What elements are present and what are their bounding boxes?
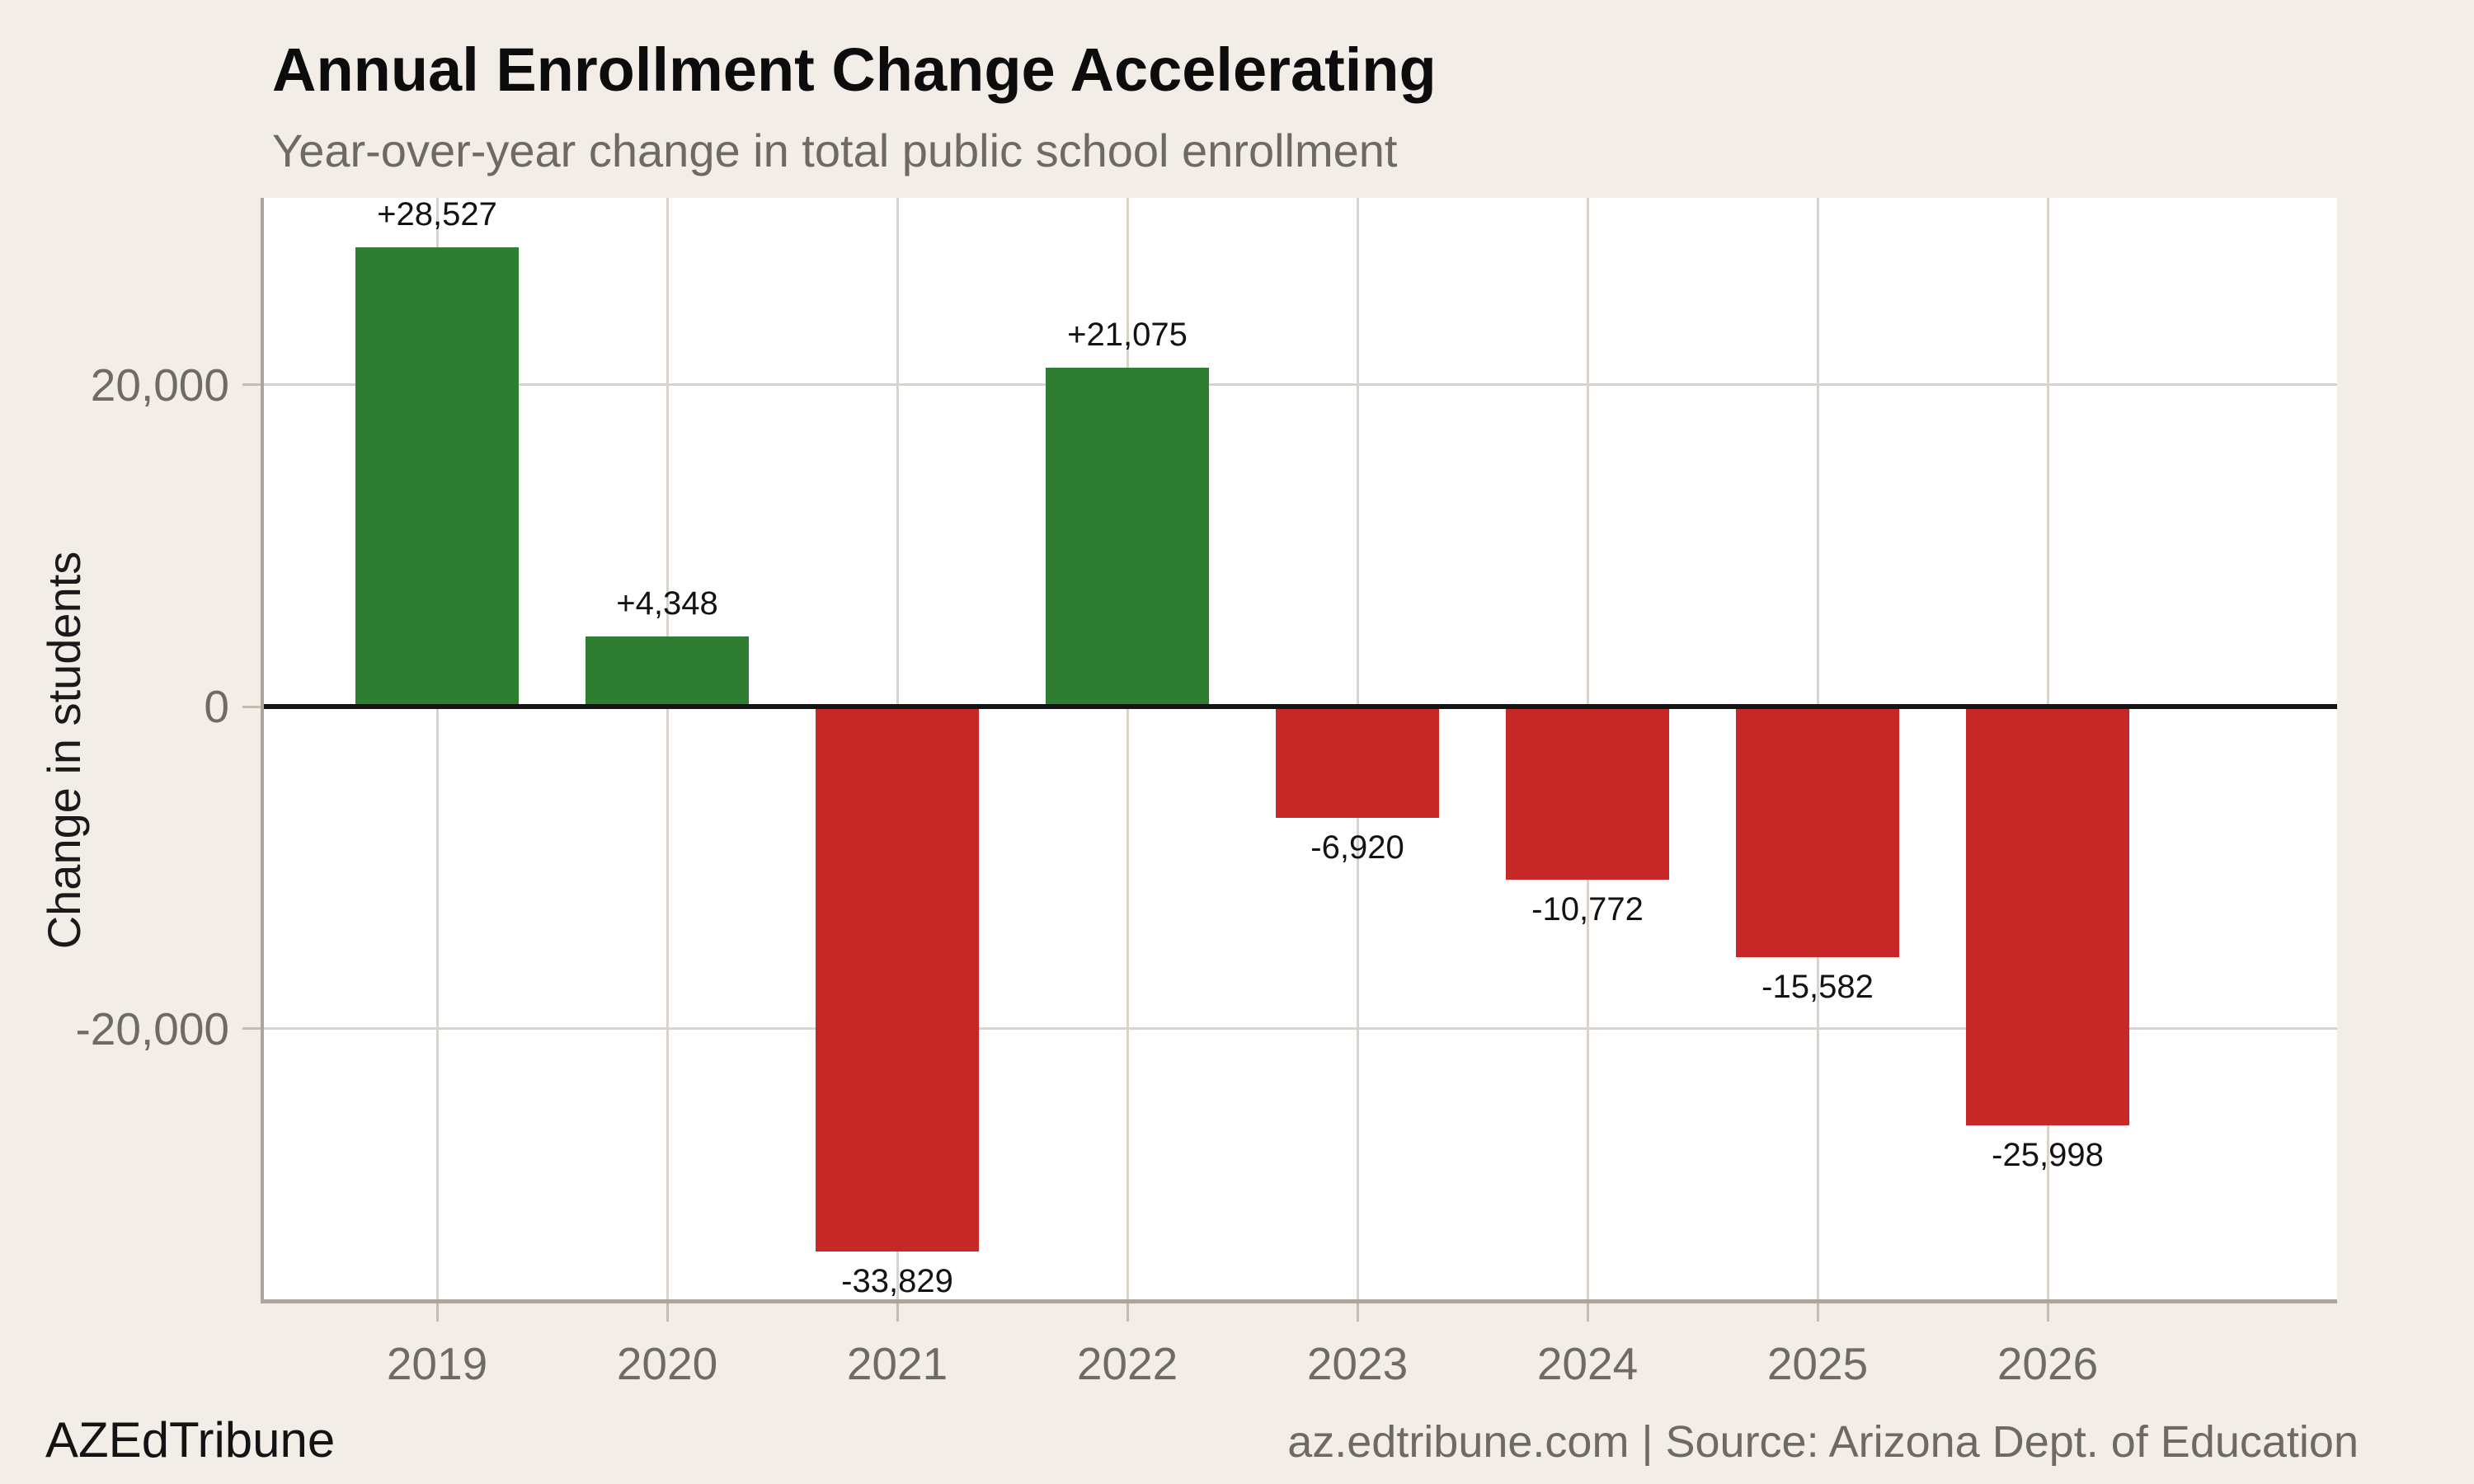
value-label-2020: +4,348 [616,585,718,622]
x-gridline-2020 [666,198,669,1299]
x-gridline-2019 [435,198,439,1299]
x-tick-2023 [1356,1303,1359,1322]
x-tick-label-2022: 2022 [1076,1338,1178,1389]
y-tick-label-0: 0 [204,681,229,732]
y-tick-20000 [242,383,264,386]
x-tick-label-2023: 2023 [1306,1338,1409,1389]
bar-2021 [816,707,979,1252]
y-gridline--20000 [264,1027,2337,1030]
y-axis-title: Change in students [38,551,90,950]
chart-subtitle: Year-over-year change in total public sc… [272,124,1398,176]
x-tick-2019 [435,1303,439,1322]
value-label-2024: -10,772 [1531,891,1644,928]
x-gridline-2022 [1126,198,1129,1299]
y-axis-spine [261,198,264,1303]
zero-line [264,704,2337,709]
bar-2023 [1276,707,1439,819]
bar-2020 [586,636,749,707]
x-tick-2020 [666,1303,669,1322]
x-tick-2024 [1586,1303,1589,1322]
footer-brand: AZEdTribune [45,1412,336,1468]
bar-2022 [1046,367,1209,707]
chart-title: Annual Enrollment Change Accelerating [272,35,1437,104]
x-tick-label-2026: 2026 [1997,1338,2099,1389]
value-label-2021: -33,829 [841,1262,953,1299]
bar-2024 [1506,707,1669,881]
value-label-2023: -6,920 [1310,829,1404,866]
x-tick-label-2024: 2024 [1536,1338,1639,1389]
x-tick-2025 [1816,1303,1819,1322]
x-tick-2026 [2046,1303,2049,1322]
bar-2019 [355,247,519,707]
value-label-2025: -15,582 [1761,969,1874,1006]
value-label-2019: +28,527 [377,196,497,232]
y-tick-0 [242,705,264,708]
y-tick-label-20000: 20,000 [90,359,229,411]
x-tick-label-2025: 2025 [1766,1338,1869,1389]
x-axis-spine [261,1299,2337,1303]
x-tick-2021 [896,1303,899,1322]
value-label-2026: -25,998 [1992,1136,2104,1173]
bar-2025 [1736,707,1899,958]
x-tick-label-2019: 2019 [386,1338,488,1389]
y-tick--20000 [242,1027,264,1030]
x-tick-2022 [1126,1303,1129,1322]
y-gridline-20000 [264,383,2337,386]
value-label-2022: +21,075 [1067,316,1188,353]
y-tick-label--20000: -20,000 [75,1003,229,1054]
footer-source: az.edtribune.com | Source: Arizona Dept.… [1287,1417,2359,1467]
x-tick-label-2021: 2021 [846,1338,948,1389]
x-tick-label-2020: 2020 [616,1338,718,1389]
bar-2026 [1966,707,2129,1125]
